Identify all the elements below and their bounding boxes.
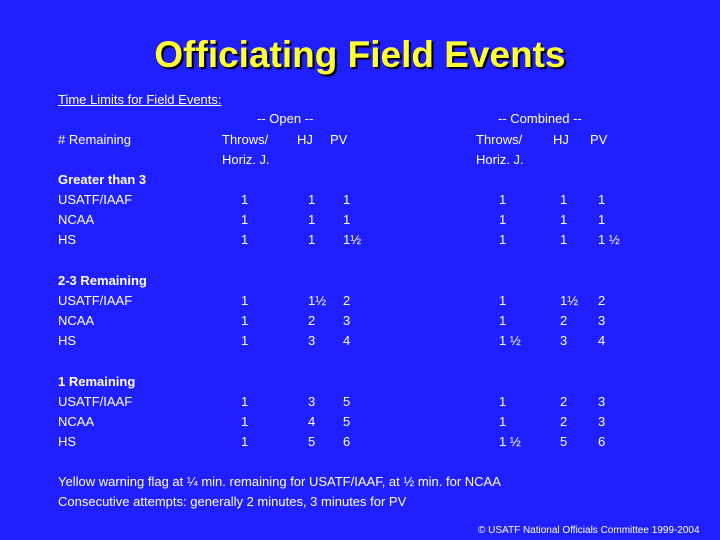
column-header: PV <box>590 132 608 147</box>
cell: 1 <box>308 212 316 227</box>
cell: 2 <box>308 313 316 328</box>
column-header: Throws/ <box>476 132 523 147</box>
group-header: -- Open -- <box>257 111 314 126</box>
footer: © USATF National Officials Committee 199… <box>478 525 700 536</box>
cell: 1 <box>499 232 507 247</box>
cell: 1 <box>308 192 316 207</box>
cell: 1½ <box>343 232 362 247</box>
cell: 5 <box>343 394 351 409</box>
cell: 5 <box>308 434 316 449</box>
cell: 1½ <box>308 293 327 308</box>
cell: 1 <box>343 212 351 227</box>
cell: 1 ½ <box>598 232 620 247</box>
cell: 3 <box>308 394 316 409</box>
cell: 1 <box>241 394 249 409</box>
cell: 1 <box>241 414 249 429</box>
column-header: Horiz. J. <box>222 152 270 167</box>
cell: 1 <box>499 212 507 227</box>
row-label: HS <box>58 434 77 449</box>
row-label: NCAA <box>58 212 95 227</box>
cell: 1 <box>241 192 249 207</box>
cell: 1 ½ <box>499 434 521 449</box>
cell: 1 <box>241 313 249 328</box>
cell: 1 <box>241 333 249 348</box>
cell: 4 <box>343 333 351 348</box>
cell: 1 <box>499 192 507 207</box>
group-label: 1 Remaining <box>58 374 136 389</box>
cell: 5 <box>560 434 568 449</box>
group-label: 2-3 Remaining <box>58 273 147 288</box>
cell: 3 <box>598 394 606 409</box>
cell: 1 <box>560 212 568 227</box>
cell: 1 <box>598 192 606 207</box>
cell: 4 <box>598 333 606 348</box>
cell: 1 <box>499 394 507 409</box>
cell: 1 ½ <box>499 333 521 348</box>
cell: 1 <box>343 192 351 207</box>
cell: 2 <box>343 293 351 308</box>
cell: 3 <box>560 333 568 348</box>
row-header: # Remaining <box>58 132 131 147</box>
cell: 6 <box>343 434 351 449</box>
slide-title: Officiating Field Events <box>154 34 566 75</box>
cell: 2 <box>560 394 568 409</box>
group-label: Greater than 3 <box>58 172 147 187</box>
note: Consecutive attempts: generally 2 minute… <box>58 494 407 509</box>
column-header: PV <box>330 132 348 147</box>
cell: 2 <box>560 313 568 328</box>
cell: 1 <box>241 434 249 449</box>
cell: 3 <box>598 414 606 429</box>
cell: 1 <box>598 212 606 227</box>
cell: 1 <box>308 232 316 247</box>
intro: Time Limits for Field Events: <box>58 92 222 107</box>
note: Yellow warning flag at ¼ min. remaining … <box>58 474 501 489</box>
cell: 5 <box>343 414 351 429</box>
row-label: HS <box>58 333 77 348</box>
cell: 1 <box>499 293 507 308</box>
column-header: HJ <box>553 132 569 147</box>
column-header: Horiz. J. <box>476 152 524 167</box>
row-label: NCAA <box>58 313 95 328</box>
row-label: HS <box>58 232 77 247</box>
row-label: USATF/IAAF <box>58 394 133 409</box>
cell: 6 <box>598 434 606 449</box>
cell: 1 <box>241 232 249 247</box>
cell: 1½ <box>560 293 579 308</box>
column-header: HJ <box>297 132 313 147</box>
cell: 1 <box>499 313 507 328</box>
group-header: -- Combined -- <box>498 111 582 126</box>
row-label: USATF/IAAF <box>58 192 133 207</box>
cell: 4 <box>308 414 316 429</box>
cell: 3 <box>308 333 316 348</box>
cell: 1 <box>241 212 249 227</box>
cell: 1 <box>560 192 568 207</box>
row-label: NCAA <box>58 414 95 429</box>
cell: 3 <box>598 313 606 328</box>
column-header: Throws/ <box>222 132 269 147</box>
cell: 1 <box>241 293 249 308</box>
cell: 1 <box>499 414 507 429</box>
cell: 3 <box>343 313 351 328</box>
row-label: USATF/IAAF <box>58 293 133 308</box>
cell: 1 <box>560 232 568 247</box>
cell: 2 <box>560 414 568 429</box>
cell: 2 <box>598 293 606 308</box>
